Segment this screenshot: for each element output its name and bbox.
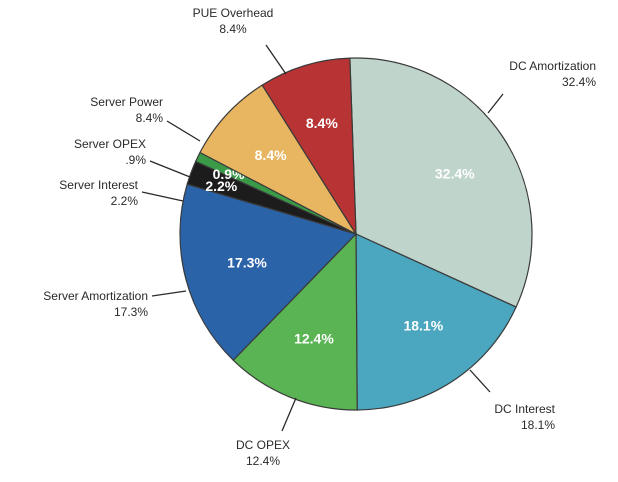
leader-line-server-opex [149,160,191,178]
slice-value-label-dc-amortization: 32.4% [562,75,596,89]
slice-value-label-dc-opex: 12.4% [246,454,280,468]
slice-percent-label-dc-amortization: 32.4% [435,165,475,181]
pie-slice-dc-interest [355,233,517,411]
slice-name-label-server-amortization: Server Amortization [43,289,148,303]
leader-line-dc-amortization [487,93,504,114]
slice-value-label-server-amortization: 17.3% [114,305,148,319]
slice-name-label-dc-opex: DC OPEX [236,438,290,452]
pie-slice-server-amortization [179,183,358,361]
leader-line-server-amortization [151,290,187,297]
pie-slice-dc-opex [232,232,358,411]
slice-value-label-server-interest: 2.2% [111,194,139,208]
slice-value-label-server-opex: .9% [125,153,146,167]
slice-percent-label-server-interest: 2.2% [205,178,237,194]
slice-percent-label-pue-overhead: 8.4% [306,115,338,131]
slice-name-label-server-opex: Server OPEX [74,137,146,151]
slice-percent-label-dc-interest: 18.1% [403,318,443,334]
slice-name-label-pue-overhead: PUE Overhead [193,6,274,20]
slice-name-label-server-power: Server Power [90,95,163,109]
leader-line-server-interest [141,191,184,202]
slice-name-label-dc-amortization: DC Amortization [509,59,596,73]
slice-name-label-dc-interest: DC Interest [494,402,555,416]
pie-slice-pue-overhead [261,57,357,237]
leader-line-pue-overhead [265,44,287,75]
pie-slice-server-power [199,84,358,236]
slice-value-label-dc-interest: 18.1% [521,418,555,432]
slice-value-label-server-power: 8.4% [136,111,164,125]
slice-value-label-pue-overhead: 8.4% [219,22,247,36]
leader-line-server-power [166,120,201,142]
slice-percent-label-server-power: 8.4% [255,147,287,163]
pie-slice-dc-amortization [349,57,533,308]
leader-line-dc-opex [281,397,297,432]
slice-percent-label-server-amortization: 17.3% [227,255,267,271]
slice-name-label-server-interest: Server Interest [59,178,138,192]
leader-line-dc-interest [469,369,491,393]
slice-percent-label-dc-opex: 12.4% [294,330,334,346]
